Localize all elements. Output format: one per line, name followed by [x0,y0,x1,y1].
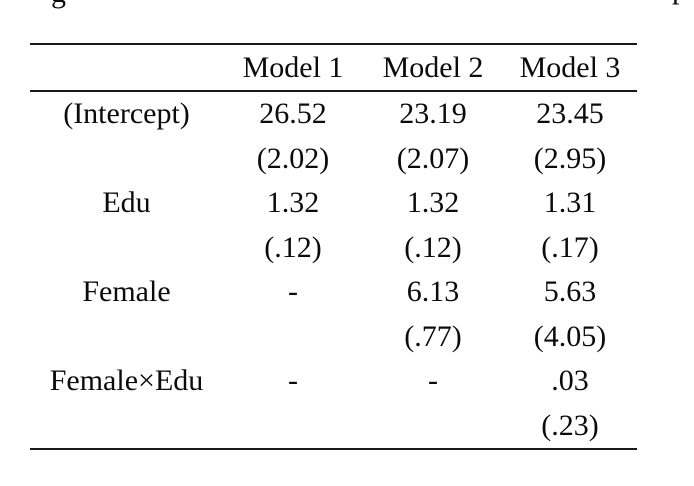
row-label: (Intercept) [63,97,190,131]
table-cell: .03 [551,364,589,398]
table-cell: (2.07) [396,141,470,175]
table-cell: 1.32 [406,186,460,220]
table-top-rule [30,43,637,45]
table-cell: (2.95) [533,141,607,175]
table-cell: (.17) [541,230,599,264]
table-cell: 1.31 [543,186,597,220]
table-cell: - [288,364,298,398]
table-cell [363,404,503,449]
row-label: Female×Edu [49,364,204,398]
table-cell [223,315,363,360]
cropped-glyph-fragment-left: g [51,0,77,9]
fragment-char: g [51,0,77,8]
table-cell: (4.05) [533,319,607,353]
table-bottom-rule [30,448,637,450]
table-cell: (.77) [404,319,462,353]
row-label [30,404,223,449]
header-model-1: Model 1 [242,50,344,84]
table-cell: 26.52 [259,97,327,131]
table-cell: 1.32 [266,186,320,220]
table-cell: - [428,364,438,398]
header-model-2: Model 2 [382,50,484,84]
fragment-char: p [672,0,690,4]
table-cell: 6.13 [406,275,460,309]
table-cell: 23.45 [536,97,604,131]
table-header-rule [30,90,637,92]
table-cell: - [288,275,298,309]
table-cell: 5.63 [543,275,597,309]
table-cell: (.12) [404,230,462,264]
cropped-glyph-fragment-right: p [672,0,690,5]
row-label [30,137,223,182]
table-cell: 23.19 [399,97,467,131]
header-label-cell [30,45,223,90]
table-cell [223,404,363,449]
row-label [30,315,223,360]
table-cell: (.12) [264,230,322,264]
row-label [30,226,223,271]
table-cell: (.23) [541,408,599,442]
header-model-3: Model 3 [519,50,621,84]
table-body: (Intercept) 26.52 23.19 23.45 (2.02) (2.… [30,92,637,448]
row-label: Edu [102,186,151,220]
row-label: Female [82,275,171,309]
table-cell: (2.02) [256,141,330,175]
table-header-row: Model 1 Model 2 Model 3 [30,45,637,90]
